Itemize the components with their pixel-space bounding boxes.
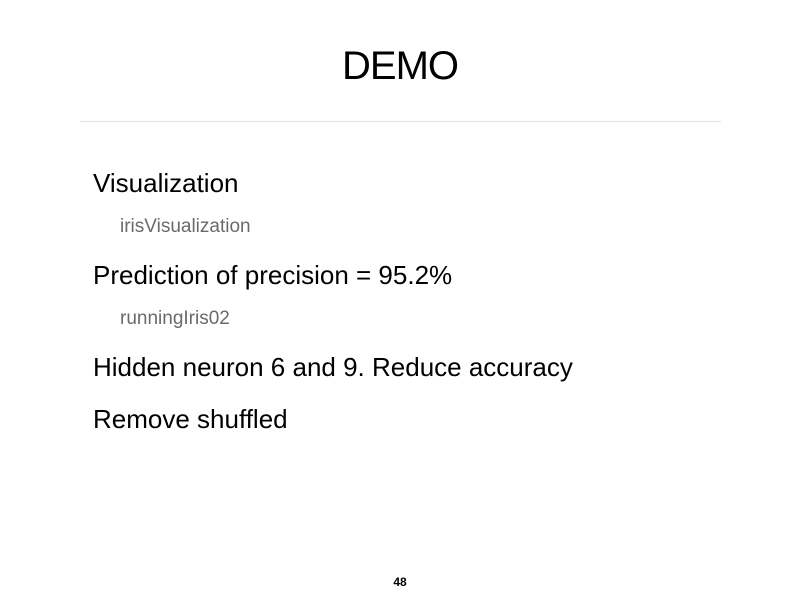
bullet-visualization: Visualization [93,168,239,198]
bullet-hidden-neuron: Hidden neuron 6 and 9. Reduce accuracy [93,352,573,382]
bullet-list: Visualization irisVisualization Predicti… [93,166,733,436]
slide-title: DEMO [342,44,459,88]
sub-bullet-iris-visualization: irisVisualization [120,216,251,237]
page-number: 48 [393,575,407,589]
title-divider [80,121,721,122]
bullet-prediction-precision: Prediction of precision = 95.2% [93,260,453,290]
bullet-remove-shuffled: Remove shuffled [93,404,288,434]
sub-bullet-running-iris: runningIris02 [120,308,230,329]
